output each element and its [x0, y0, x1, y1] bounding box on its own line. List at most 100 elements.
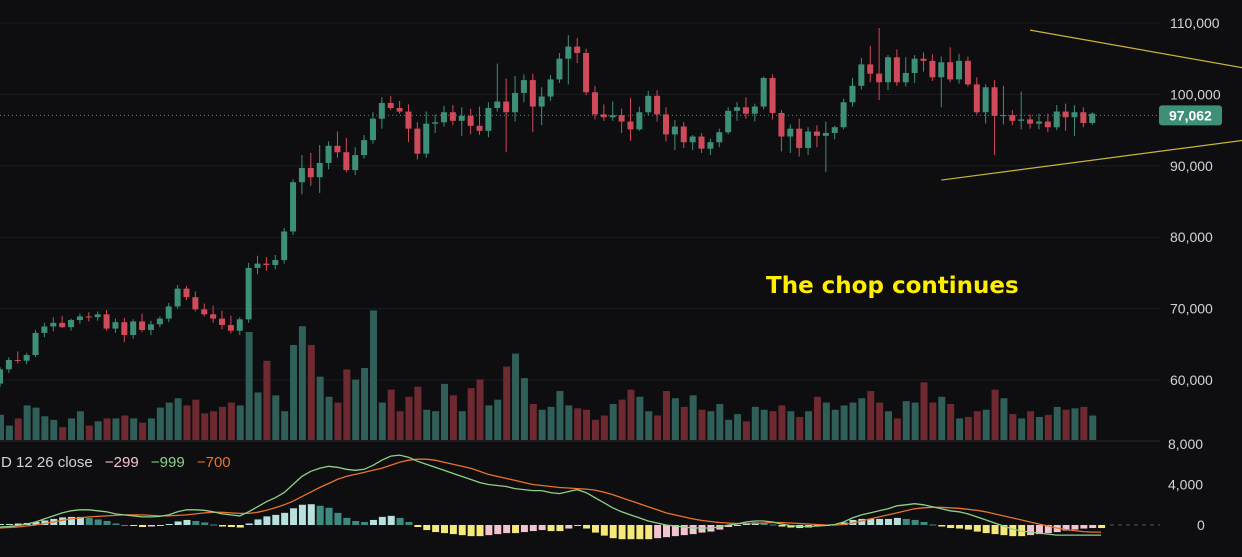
candle-body	[902, 72, 909, 83]
candle	[396, 100, 403, 114]
volume-bar	[467, 388, 475, 440]
macd-histogram-value: −299	[105, 454, 139, 471]
macd-hist-bar	[449, 525, 457, 535]
candle	[902, 57, 909, 87]
candle-body	[227, 325, 234, 331]
candle-body	[973, 84, 980, 113]
macd-hist-bar	[236, 525, 244, 528]
candle-body	[938, 62, 945, 78]
volume-bars	[0, 310, 1097, 440]
candle-body	[1035, 121, 1042, 124]
price-tick-label: 80,000	[1170, 229, 1213, 245]
candle-body	[591, 92, 598, 115]
macd-hist-bar	[112, 523, 120, 525]
candle	[867, 45, 874, 83]
candle-body	[1018, 119, 1025, 121]
macd-hist-bar	[565, 525, 573, 529]
macd-hist-bar	[378, 516, 386, 525]
macd-hist-bar	[627, 525, 635, 540]
macd-hist-bar	[556, 525, 564, 532]
volume-bar	[485, 405, 493, 440]
candle	[236, 317, 243, 336]
macd-hist-bar	[645, 525, 653, 540]
volume-bar	[32, 407, 40, 440]
candle-body	[334, 145, 341, 153]
volume-bar	[23, 405, 31, 440]
candle	[982, 84, 989, 124]
volume-bar	[760, 409, 768, 440]
volume-bar	[654, 415, 662, 440]
candle-body	[441, 112, 447, 123]
volume-bar	[174, 398, 182, 440]
candle	[387, 95, 394, 111]
macd-axis[interactable]: 8,000 4,000 0	[1168, 436, 1205, 533]
candle	[1071, 105, 1078, 136]
trendline-0[interactable]	[1029, 29, 1242, 87]
candle-body	[369, 118, 376, 141]
macd-hist-bar	[1009, 525, 1017, 537]
volume-bar	[529, 404, 537, 440]
candle-body	[529, 80, 536, 107]
chart-annotation[interactable]: The chop continues	[766, 273, 1019, 299]
candle	[565, 35, 572, 85]
candle	[1053, 105, 1060, 131]
candle-body	[565, 46, 572, 59]
volume-bar	[636, 396, 644, 440]
candle-body	[911, 58, 918, 73]
candle-body	[1062, 111, 1069, 118]
macd-legend[interactable]: D 12 26 close −299 −999 −700	[1, 454, 231, 471]
candle-body	[671, 126, 678, 135]
candle	[307, 152, 314, 186]
candle	[689, 135, 696, 151]
candle	[183, 285, 190, 301]
macd-hist-bar	[591, 525, 599, 533]
volume-bar	[147, 418, 155, 440]
candle-body	[361, 140, 368, 156]
volume-bar	[1035, 416, 1043, 440]
volume-bar	[618, 399, 626, 440]
candle	[14, 351, 21, 364]
candle-body	[600, 114, 607, 118]
candle-body	[680, 126, 687, 143]
candle-body	[59, 322, 66, 328]
triangle-trendlines[interactable]	[941, 29, 1242, 181]
volume-bar	[423, 409, 431, 440]
trendline-1[interactable]	[941, 126, 1242, 181]
macd-hist-bar	[503, 525, 511, 534]
volume-bar	[929, 402, 937, 440]
macd-hist-bar	[902, 518, 910, 525]
macd-hist-bar	[991, 525, 999, 535]
volume-bar	[680, 406, 688, 440]
volume-bar	[538, 409, 546, 440]
price-axis[interactable]: 110,000 100,000 90,000 80,000 70,000 60,000	[1170, 15, 1221, 388]
grid-lines	[0, 22, 1160, 381]
candle-body	[405, 111, 412, 129]
macd-hist-bar	[316, 505, 324, 525]
candle	[600, 104, 607, 121]
candle-body	[716, 132, 723, 143]
candle-body	[316, 162, 323, 178]
volume-bar	[201, 413, 209, 440]
candle	[59, 315, 66, 328]
candle-body	[94, 314, 101, 318]
candle-body	[23, 355, 30, 361]
candle-body	[822, 132, 829, 136]
volume-bar	[476, 379, 484, 440]
candle-body	[307, 167, 314, 178]
volume-bar	[76, 411, 84, 440]
candle-body	[14, 360, 21, 362]
candle-body	[645, 95, 652, 113]
volume-bar	[574, 408, 582, 440]
candle	[458, 107, 465, 136]
candle	[76, 313, 83, 324]
candle	[316, 145, 323, 193]
candle	[227, 315, 234, 334]
macd-hist-bar	[414, 525, 422, 528]
candle	[840, 98, 847, 130]
macd-hist-bar	[698, 525, 706, 533]
macd-line	[0, 454, 1102, 536]
macd-hist-bar	[396, 517, 404, 525]
volume-bar	[911, 402, 919, 440]
macd-hist-bar	[1035, 525, 1043, 535]
